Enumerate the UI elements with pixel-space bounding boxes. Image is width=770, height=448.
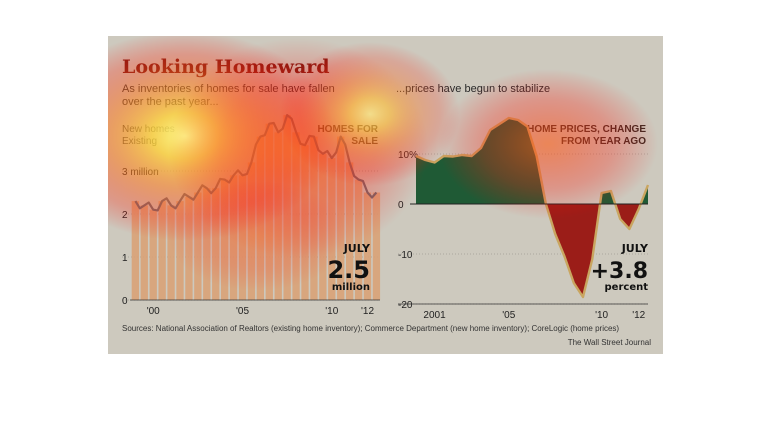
left-subtitle-line2: over the past year... xyxy=(122,96,219,108)
chart-card: Looking Homeward As inventories of homes… xyxy=(108,36,663,354)
right-callout-label: JULY xyxy=(621,242,649,255)
right-x-tick-label: '05 xyxy=(502,310,515,321)
left-bar xyxy=(292,132,300,300)
left-callout-unit: million xyxy=(332,282,370,293)
left-bar xyxy=(220,179,229,300)
left-bar xyxy=(203,188,211,300)
left-x-tick-label: '05 xyxy=(236,306,249,317)
left-bar xyxy=(283,115,291,300)
left-y-tick-label: 1 xyxy=(122,253,128,264)
left-bar xyxy=(140,205,148,300)
right-callout-value: +3.8 xyxy=(591,259,648,284)
left-bar xyxy=(149,209,157,300)
right-y-tick-label: 10% xyxy=(398,150,418,161)
left-y-tick-label: 3 million xyxy=(122,167,159,178)
right-x-tick-label: '12 xyxy=(632,310,645,321)
left-chart-title-line2: SALE xyxy=(351,136,378,147)
left-bar xyxy=(301,145,309,300)
legend-new-homes: New homes xyxy=(122,124,175,135)
right-y-tick-label: -20 xyxy=(398,300,413,311)
left-bar xyxy=(310,136,318,300)
left-bar xyxy=(229,175,238,300)
right-y-tick-label: 0 xyxy=(398,200,404,211)
left-x-tick-label: '12 xyxy=(361,306,374,317)
source-note: Sources: National Association of Realtor… xyxy=(122,324,619,333)
left-bar xyxy=(176,201,184,300)
right-callout-unit: percent xyxy=(605,282,649,293)
left-x-tick-label: '10 xyxy=(325,306,338,317)
right-chart-title-line1: HOME PRICES, CHANGE xyxy=(527,124,646,135)
left-y-tick-label: 2 xyxy=(122,210,128,221)
left-bar xyxy=(238,175,247,300)
left-chart-title-line1: HOMES FOR xyxy=(317,124,378,135)
credit: The Wall Street Journal xyxy=(568,338,652,347)
left-bar xyxy=(247,162,256,300)
right-area-negative xyxy=(416,204,648,297)
right-x-tick-label: '10 xyxy=(595,310,608,321)
chart-title: Looking Homeward xyxy=(122,56,330,78)
left-bar xyxy=(256,136,265,300)
left-callout-value: 2.5 xyxy=(327,256,370,284)
left-x-tick-label: '00 xyxy=(147,306,160,317)
left-bar xyxy=(167,205,175,300)
left-bar xyxy=(372,192,381,300)
left-bar xyxy=(131,201,140,300)
right-x-tick-label: 2001 xyxy=(423,310,446,321)
left-bar xyxy=(319,153,327,300)
right-y-tick-label: -10 xyxy=(398,250,413,261)
left-bar xyxy=(185,196,193,300)
left-subtitle-line1: As inventories of homes for sale have fa… xyxy=(122,83,335,95)
left-y-tick-label: 0 xyxy=(122,296,128,307)
right-chart-title-line2: FROM YEAR AGO xyxy=(561,136,646,147)
chart-svg: Looking Homeward As inventories of homes… xyxy=(122,56,652,347)
left-bar xyxy=(158,201,166,300)
left-bar xyxy=(194,192,202,300)
left-bar xyxy=(274,132,282,300)
left-callout-label: JULY xyxy=(343,242,371,255)
legend-existing: Existing xyxy=(122,136,157,147)
left-bar xyxy=(212,188,220,300)
right-subtitle: ...prices have begun to stabilize xyxy=(396,83,550,95)
left-bar xyxy=(265,123,273,300)
